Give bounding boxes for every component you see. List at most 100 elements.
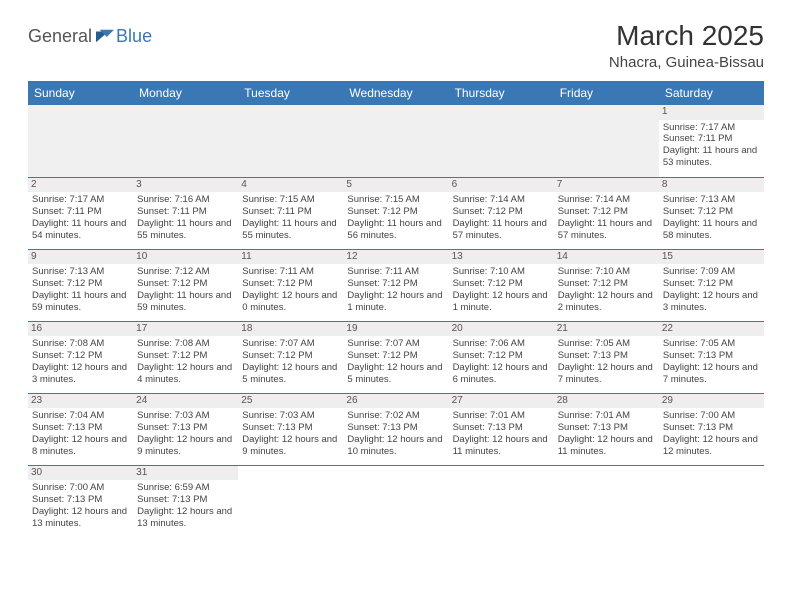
sunset-line: Sunset: 7:13 PM: [558, 350, 655, 362]
weekday-header-row: SundayMondayTuesdayWednesdayThursdayFrid…: [28, 81, 764, 105]
calendar-cell: [238, 105, 343, 177]
calendar-cell: 24Sunrise: 7:03 AMSunset: 7:13 PMDayligh…: [133, 393, 238, 465]
daylight-line: Daylight: 12 hours and 1 minute.: [453, 290, 550, 314]
sunrise-line: Sunrise: 7:07 AM: [242, 338, 339, 350]
daylight-line: Daylight: 11 hours and 59 minutes.: [32, 290, 129, 314]
weekday-header: Saturday: [659, 81, 764, 105]
sunrise-line: Sunrise: 7:05 AM: [558, 338, 655, 350]
sunset-line: Sunset: 7:13 PM: [558, 422, 655, 434]
sunset-line: Sunset: 7:13 PM: [137, 422, 234, 434]
calendar-cell: [343, 105, 448, 177]
calendar-cell: 2Sunrise: 7:17 AMSunset: 7:11 PMDaylight…: [28, 177, 133, 249]
calendar-cell: 11Sunrise: 7:11 AMSunset: 7:12 PMDayligh…: [238, 249, 343, 321]
daylight-line: Daylight: 11 hours and 54 minutes.: [32, 218, 129, 242]
sunrise-line: Sunrise: 7:08 AM: [32, 338, 129, 350]
day-number: 5: [343, 178, 448, 193]
day-number: 14: [554, 250, 659, 265]
calendar-row: 23Sunrise: 7:04 AMSunset: 7:13 PMDayligh…: [28, 393, 764, 465]
weekday-header: Sunday: [28, 81, 133, 105]
sunrise-line: Sunrise: 7:01 AM: [453, 410, 550, 422]
calendar-cell: 6Sunrise: 7:14 AMSunset: 7:12 PMDaylight…: [449, 177, 554, 249]
weekday-header: Tuesday: [238, 81, 343, 105]
sunrise-line: Sunrise: 7:08 AM: [137, 338, 234, 350]
calendar-row: 1Sunrise: 7:17 AMSunset: 7:11 PMDaylight…: [28, 105, 764, 177]
sunrise-line: Sunrise: 7:16 AM: [137, 194, 234, 206]
sunrise-line: Sunrise: 7:13 AM: [32, 266, 129, 278]
daylight-line: Daylight: 11 hours and 57 minutes.: [558, 218, 655, 242]
logo: General Blue: [28, 26, 152, 47]
day-number: 3: [133, 178, 238, 193]
day-number: 8: [659, 178, 764, 193]
sunrise-line: Sunrise: 7:02 AM: [347, 410, 444, 422]
sunset-line: Sunset: 7:13 PM: [137, 494, 234, 506]
sunrise-line: Sunrise: 7:17 AM: [32, 194, 129, 206]
sunrise-line: Sunrise: 7:03 AM: [242, 410, 339, 422]
day-number: 25: [238, 394, 343, 409]
daylight-line: Daylight: 12 hours and 2 minutes.: [558, 290, 655, 314]
day-number: 2: [28, 178, 133, 193]
sunset-line: Sunset: 7:12 PM: [242, 350, 339, 362]
sunrise-line: Sunrise: 7:07 AM: [347, 338, 444, 350]
daylight-line: Daylight: 12 hours and 4 minutes.: [137, 362, 234, 386]
daylight-line: Daylight: 11 hours and 55 minutes.: [137, 218, 234, 242]
logo-flag-icon: [96, 29, 114, 43]
day-number: 18: [238, 322, 343, 337]
sunrise-line: Sunrise: 7:00 AM: [32, 482, 129, 494]
calendar-cell: [449, 105, 554, 177]
daylight-line: Daylight: 11 hours and 58 minutes.: [663, 218, 760, 242]
sunset-line: Sunset: 7:11 PM: [137, 206, 234, 218]
day-number: 12: [343, 250, 448, 265]
calendar-cell: 18Sunrise: 7:07 AMSunset: 7:12 PMDayligh…: [238, 321, 343, 393]
sunset-line: Sunset: 7:13 PM: [242, 422, 339, 434]
daylight-line: Daylight: 11 hours and 56 minutes.: [347, 218, 444, 242]
sunset-line: Sunset: 7:13 PM: [347, 422, 444, 434]
day-number: 7: [554, 178, 659, 193]
sunrise-line: Sunrise: 7:03 AM: [137, 410, 234, 422]
sunset-line: Sunset: 7:12 PM: [558, 278, 655, 290]
daylight-line: Daylight: 12 hours and 12 minutes.: [663, 434, 760, 458]
sunset-line: Sunset: 7:12 PM: [558, 206, 655, 218]
title-block: March 2025 Nhacra, Guinea-Bissau: [609, 20, 764, 71]
sunset-line: Sunset: 7:12 PM: [347, 350, 444, 362]
daylight-line: Daylight: 12 hours and 13 minutes.: [137, 506, 234, 530]
calendar-cell: [343, 465, 448, 537]
calendar-cell: 31Sunrise: 6:59 AMSunset: 7:13 PMDayligh…: [133, 465, 238, 537]
sunset-line: Sunset: 7:12 PM: [453, 278, 550, 290]
calendar-cell: 29Sunrise: 7:00 AMSunset: 7:13 PMDayligh…: [659, 393, 764, 465]
daylight-line: Daylight: 12 hours and 11 minutes.: [558, 434, 655, 458]
calendar-cell: 13Sunrise: 7:10 AMSunset: 7:12 PMDayligh…: [449, 249, 554, 321]
location-label: Nhacra, Guinea-Bissau: [609, 54, 764, 71]
sunrise-line: Sunrise: 7:15 AM: [347, 194, 444, 206]
calendar-cell: [238, 465, 343, 537]
sunrise-line: Sunrise: 7:06 AM: [453, 338, 550, 350]
sunset-line: Sunset: 7:12 PM: [663, 206, 760, 218]
calendar-cell: [554, 105, 659, 177]
sunrise-line: Sunrise: 7:00 AM: [663, 410, 760, 422]
calendar-cell: [659, 465, 764, 537]
sunset-line: Sunset: 7:12 PM: [137, 350, 234, 362]
daylight-line: Daylight: 12 hours and 5 minutes.: [242, 362, 339, 386]
sunrise-line: Sunrise: 7:17 AM: [663, 122, 760, 134]
calendar-cell: 14Sunrise: 7:10 AMSunset: 7:12 PMDayligh…: [554, 249, 659, 321]
daylight-line: Daylight: 12 hours and 10 minutes.: [347, 434, 444, 458]
sunrise-line: Sunrise: 7:10 AM: [558, 266, 655, 278]
calendar-cell: 1Sunrise: 7:17 AMSunset: 7:11 PMDaylight…: [659, 105, 764, 177]
weekday-header: Friday: [554, 81, 659, 105]
day-number: 31: [133, 466, 238, 481]
sunset-line: Sunset: 7:12 PM: [137, 278, 234, 290]
sunrise-line: Sunrise: 7:05 AM: [663, 338, 760, 350]
calendar-cell: [449, 465, 554, 537]
day-number: 27: [449, 394, 554, 409]
calendar-cell: 20Sunrise: 7:06 AMSunset: 7:12 PMDayligh…: [449, 321, 554, 393]
sunset-line: Sunset: 7:12 PM: [453, 350, 550, 362]
day-number: 6: [449, 178, 554, 193]
sunrise-line: Sunrise: 7:09 AM: [663, 266, 760, 278]
sunset-line: Sunset: 7:13 PM: [32, 494, 129, 506]
calendar-cell: 17Sunrise: 7:08 AMSunset: 7:12 PMDayligh…: [133, 321, 238, 393]
day-number: 11: [238, 250, 343, 265]
calendar-cell: 5Sunrise: 7:15 AMSunset: 7:12 PMDaylight…: [343, 177, 448, 249]
day-number: 16: [28, 322, 133, 337]
daylight-line: Daylight: 12 hours and 8 minutes.: [32, 434, 129, 458]
sunrise-line: Sunrise: 7:01 AM: [558, 410, 655, 422]
calendar-cell: 25Sunrise: 7:03 AMSunset: 7:13 PMDayligh…: [238, 393, 343, 465]
